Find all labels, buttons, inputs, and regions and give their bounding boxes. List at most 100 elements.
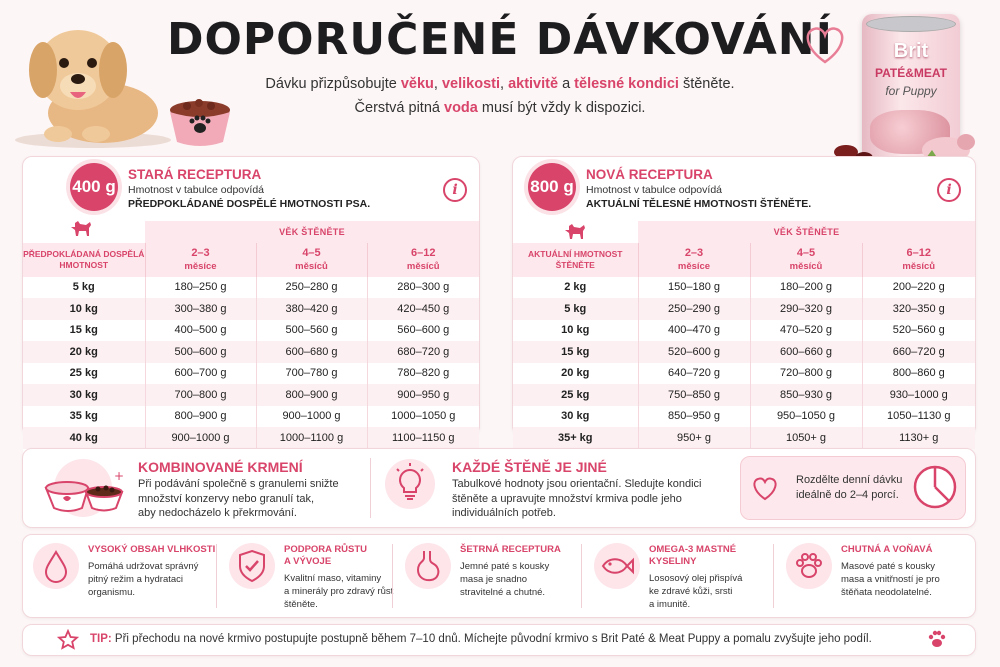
feature-title: PODPORA RŮSTU A VÝVOJE [284, 544, 368, 567]
dose-cell-2-3: 300–380 g [144, 298, 256, 320]
shield-check-icon [229, 543, 275, 589]
feature-text: Masové paté s kousky masa a vnitřností je… [841, 561, 940, 598]
dose-cell-4-5: 800–900 g [255, 384, 367, 406]
dose-cell-4-5: 850–930 g [749, 384, 862, 406]
new-recipe-info-icon[interactable]: i [937, 178, 961, 202]
weight-cell: 40 kg [23, 427, 145, 449]
age-column-6-12: 6–12 měsíců [861, 242, 975, 277]
old-recipe-info-icon[interactable]: i [443, 178, 467, 202]
subtitle-line-1: Dávku přizpůsobujte věku, velikosti, akt… [265, 76, 735, 92]
old-recipe-subtitle-bold: PŘEDPOKLÁDANÉ DOSPĚLÉ HMOTNOSTI PSA. [128, 198, 371, 210]
feature-text: Pomáhá udržovat správný pitný režim a hyd… [88, 561, 199, 598]
old-recipe-subtitle: Hmotnost v tabulce odpovídá [128, 184, 264, 196]
dose-cell-6-12: 280–300 g [366, 276, 479, 298]
dose-cell-6-12: 1100–1150 g [366, 427, 479, 449]
dose-cell-4-5: 250–280 g [255, 276, 367, 298]
dose-cell-6-12: 200–220 g [861, 276, 975, 298]
weight-cell: 2 kg [513, 276, 638, 298]
dose-cell-2-3: 950+ g [637, 427, 750, 449]
table-row: 25 kg 600–700 g 700–780 g 780–820 g [23, 362, 479, 384]
dose-cell-4-5: 380–420 g [255, 298, 367, 320]
dose-cell-2-3: 850–950 g [637, 405, 750, 427]
dose-cell-2-3: 750–850 g [637, 384, 750, 406]
dose-cell-4-5: 600–660 g [749, 341, 862, 363]
droplet-icon [33, 543, 79, 589]
heart-decoration-icon [806, 27, 844, 64]
table-row: 30 kg 850–950 g 950–1050 g 1050–1130 g [513, 405, 975, 427]
weight-cell: 30 kg [23, 384, 145, 406]
feature-item: CHUTNÁ A VOŇAVÁ Masové paté s kousky masa … [841, 544, 973, 599]
combined-feeding-text: Při podávání společně s granulemi snižte… [138, 478, 339, 519]
age-column-4-5: 4–5 měsíců [749, 242, 862, 277]
dose-cell-2-3: 700–800 g [144, 384, 256, 406]
dose-cell-6-12: 520–560 g [861, 319, 975, 341]
weight-column-header: AKTUÁLNÍ HMOTNOST ŠTĚNĚTE [513, 242, 638, 277]
dose-cell-6-12: 800–860 g [861, 362, 975, 384]
paw-icon [928, 630, 946, 647]
dose-cell-4-5: 180–200 g [749, 276, 862, 298]
table-row: 2 kg 150–180 g 180–200 g 200–220 g [513, 276, 975, 298]
age-column-2-3: 2–3 měsíce [637, 242, 750, 277]
dose-cell-4-5: 1000–1100 g [255, 427, 367, 449]
dose-cell-2-3: 900–1000 g [144, 427, 256, 449]
table-row: 30 kg 700–800 g 800–900 g 900–950 g [23, 384, 479, 406]
age-column-4-5: 4–5 měsíců [255, 242, 367, 277]
weight-cell: 5 kg [513, 298, 638, 320]
weight-cell: 20 kg [513, 362, 638, 384]
weight-cell: 35 kg [23, 405, 145, 427]
dose-cell-2-3: 180–250 g [144, 276, 256, 298]
table-row: 20 kg 500–600 g 600–680 g 680–720 g [23, 341, 479, 363]
weight-cell: 10 kg [23, 298, 145, 320]
feature-item: VYSOKÝ OBSAH VLHKOSTI Pomáhá udržovat spr… [88, 544, 220, 599]
divider [392, 544, 393, 608]
weight-cell: 15 kg [23, 319, 145, 341]
every-puppy-title: KAŽDÉ ŠTĚNĚ JE JINÉ [452, 459, 607, 475]
dose-cell-2-3: 400–500 g [144, 319, 256, 341]
dose-cell-4-5: 700–780 g [255, 362, 367, 384]
dose-cell-2-3: 640–720 g [637, 362, 750, 384]
divider [581, 544, 582, 608]
dose-cell-6-12: 680–720 g [366, 341, 479, 363]
dose-cell-6-12: 930–1000 g [861, 384, 975, 406]
dose-cell-6-12: 1000–1050 g [366, 405, 479, 427]
old-recipe-weight-badge: 400 g [70, 163, 118, 211]
feature-item: PODPORA RŮSTU A VÝVOJE Kvalitní maso, vita… [284, 544, 416, 611]
every-puppy-text: Tabulkové hodnoty jsou orientační. Sledu… [452, 478, 702, 519]
dose-cell-4-5: 1050+ g [749, 427, 862, 449]
old-recipe-table: VĚK ŠTĚNĚTE PŘEDPOKLÁDANÁ DOSPĚLÁ HMOTNO… [23, 221, 479, 470]
feature-title: CHUTNÁ A VOŇAVÁ [841, 544, 933, 555]
table-row: 15 kg 520–600 g 600–660 g 660–720 g [513, 341, 975, 363]
paw-icon [786, 543, 832, 589]
weight-cell: 5 kg [23, 276, 145, 298]
dose-cell-2-3: 600–700 g [144, 362, 256, 384]
subtitle-line-2: Čerstvá pitná voda musí být vždy k dispo… [354, 100, 646, 116]
dose-cell-6-12: 900–950 g [366, 384, 479, 406]
table-row: 35+ kg 950+ g 1050+ g 1130+ g [513, 427, 975, 449]
svg-text:+: + [114, 469, 124, 483]
weight-column-header: PŘEDPOKLÁDANÁ DOSPĚLÁ HMOTNOST [23, 242, 145, 277]
divider [216, 544, 217, 608]
pie-clock-icon [913, 465, 957, 509]
age-column-6-12: 6–12 měsíců [366, 242, 479, 277]
puppy-image [15, 30, 171, 148]
table-row: 10 kg 400–470 g 470–520 g 520–560 g [513, 319, 975, 341]
old-recipe-title: STARÁ RECEPTURA [128, 167, 262, 182]
new-recipe-subtitle-bold: AKTUÁLNÍ TĚLESNÉ HMOTNOSTI ŠTĚNĚTE. [586, 198, 812, 210]
weight-cell: 25 kg [23, 362, 145, 384]
star-icon [57, 629, 79, 650]
new-recipe-title: NOVÁ RECEPTURA [586, 167, 713, 182]
feature-title: OMEGA-3 MASTNÉ KYSELINY [649, 544, 737, 567]
weight-cell: 20 kg [23, 341, 145, 363]
feature-item: ŠETRNÁ RECEPTURA Jemné paté s kousky masa … [460, 544, 592, 599]
table-row: 5 kg 180–250 g 250–280 g 280–300 g [23, 276, 479, 298]
dose-cell-2-3: 400–470 g [637, 319, 750, 341]
food-bowl-image [170, 99, 230, 146]
table-row: 35 kg 800–900 g 900–1000 g 1000–1050 g [23, 405, 479, 427]
new-recipe-table: VĚK ŠTĚNĚTE AKTUÁLNÍ HMOTNOST ŠTĚNĚTE 2–… [513, 221, 975, 449]
portions-text: Rozdělte denní dávku ideálně do 2–4 porcí… [796, 474, 903, 501]
portions-box [740, 456, 966, 520]
weight-cell: 35+ kg [513, 427, 638, 449]
new-recipe-subtitle: Hmotnost v tabulce odpovídá [586, 184, 722, 196]
divider [773, 544, 774, 608]
dose-cell-2-3: 520–600 g [637, 341, 750, 363]
